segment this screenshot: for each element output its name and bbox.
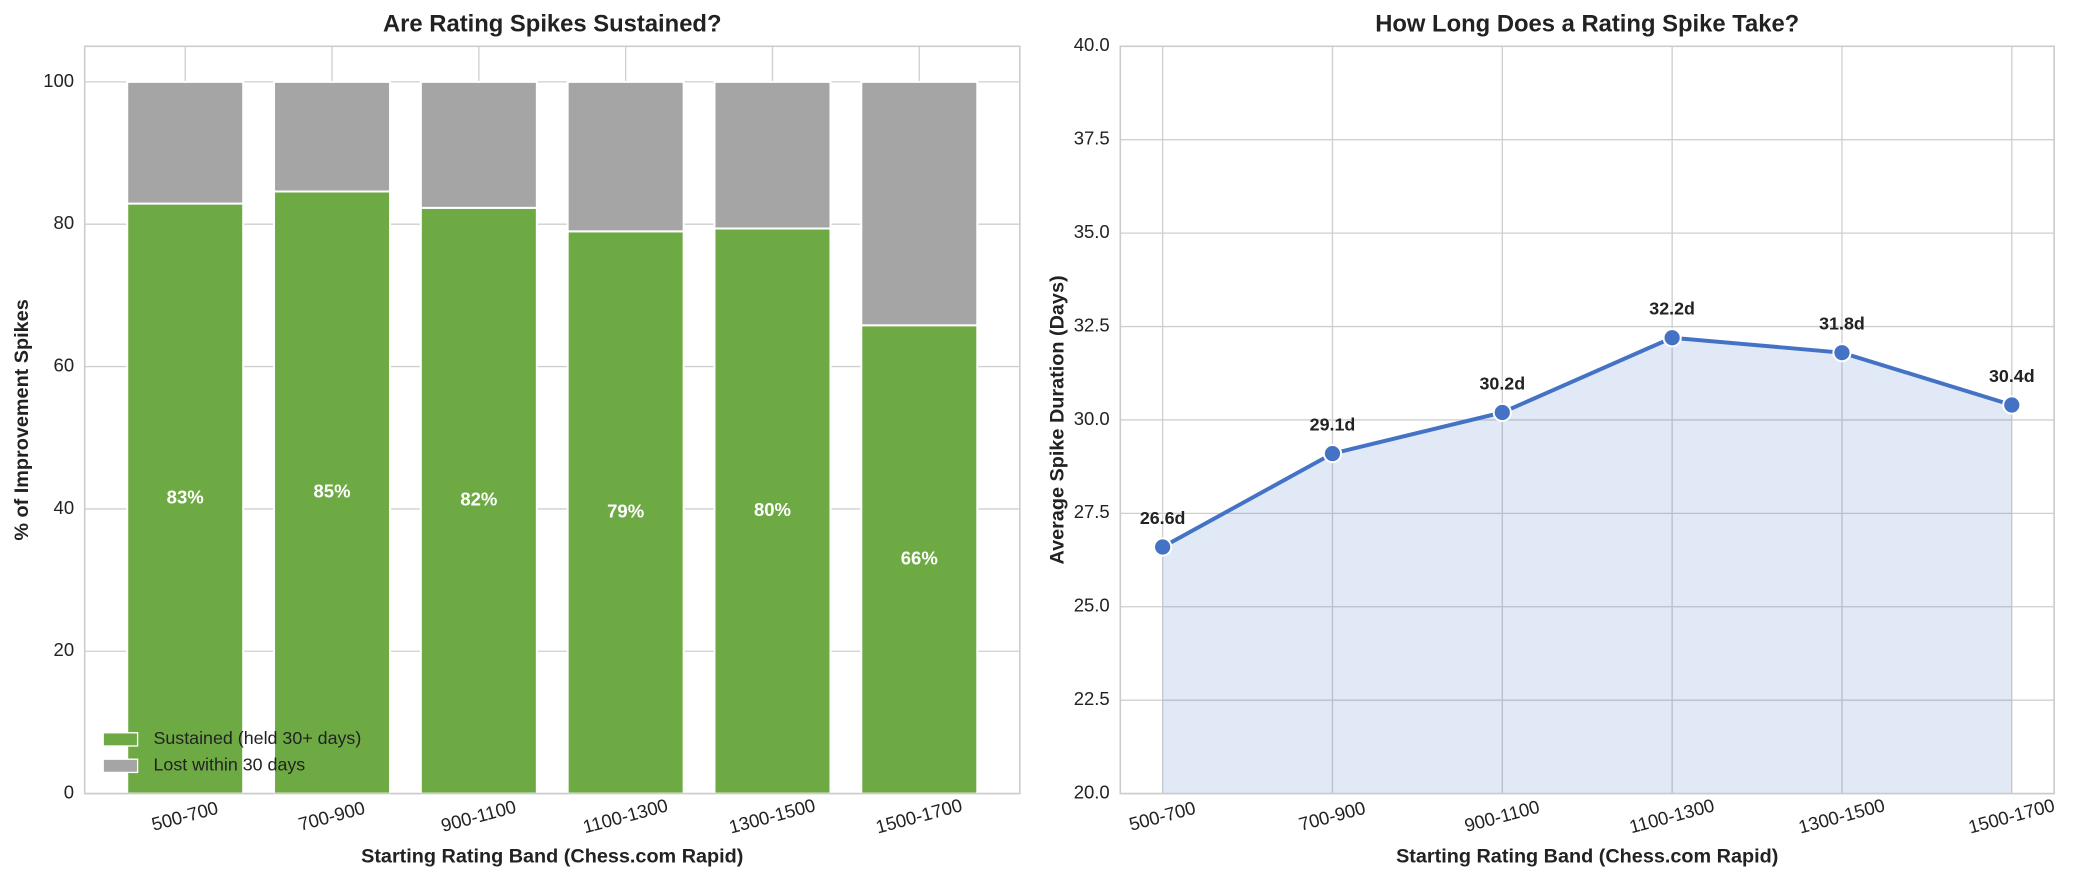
point — [1322, 443, 1343, 464]
point — [1832, 343, 1852, 363]
x-axis-label: Starting Rating Band (Chess.com Rapid) — [1396, 845, 1778, 867]
x-tick-label: 1300-1500 — [727, 794, 818, 837]
x-tick-label: 1500-1700 — [1966, 794, 2057, 837]
x-tick-label: 1300-1500 — [1796, 794, 1887, 837]
point — [1492, 402, 1512, 423]
y-tick-label: 20 — [54, 639, 75, 660]
point — [2002, 395, 2022, 415]
x-tick-label: 1100-1300 — [580, 794, 670, 837]
y-tick-label: 60 — [54, 354, 75, 375]
y-tick-label: 32.5 — [1074, 314, 1110, 335]
y-tick-label: 22.5 — [1074, 688, 1110, 709]
plot-frame — [83, 45, 1021, 795]
y-tick-label: 20.0 — [1074, 781, 1110, 802]
bar-segment — [566, 80, 685, 233]
bar-label: 83% — [167, 486, 204, 507]
y-axis-label: Average Spike Duration (Days) — [1046, 275, 1068, 564]
marks — [1153, 328, 2022, 794]
x-axis-label: Starting Rating Band (Chess.com Rapid) — [361, 845, 743, 867]
x-tick-label: 700-900 — [296, 797, 367, 835]
x-tick-label: 1100-1300 — [1627, 794, 1717, 837]
bar-segment — [273, 80, 392, 193]
bar-segment — [566, 230, 685, 795]
y-tick-label: 35.0 — [1074, 221, 1110, 242]
marks — [126, 80, 979, 795]
y-axis-label: % of Improvement Spikes — [11, 299, 33, 540]
plot-frame — [1119, 45, 2055, 795]
bar-label: 66% — [901, 547, 938, 568]
y-tick-label: 0 — [64, 781, 74, 802]
point-label: 30.2d — [1479, 373, 1525, 393]
y-tick-label: 40.0 — [1074, 34, 1110, 55]
y-tick-label: 80 — [54, 212, 75, 233]
point-label: 29.1d — [1310, 415, 1356, 435]
bar-segment — [126, 80, 245, 205]
y-tick-label: 37.5 — [1074, 128, 1110, 149]
x-tick-label: 700-900 — [1297, 797, 1368, 835]
point-label: 30.4d — [1989, 366, 2035, 386]
bar-segment — [126, 202, 245, 795]
point — [1662, 328, 1682, 348]
bar-segment — [419, 80, 538, 209]
area — [1162, 337, 2012, 794]
y-tick-label: 30.0 — [1074, 408, 1110, 429]
chart-title: Are Rating Spikes Sustained? — [383, 10, 722, 37]
legend-swatch — [102, 758, 139, 774]
x-tick-label: 500-700 — [149, 797, 220, 835]
y-tick-label: 25.0 — [1074, 595, 1110, 616]
line — [1161, 335, 2013, 549]
x-tick-label: 500-700 — [1127, 797, 1198, 835]
point-label: 26.6d — [1140, 508, 1186, 528]
point-label: 31.8d — [1819, 314, 1865, 334]
bar-segment — [860, 324, 979, 795]
legend-label: Sustained (held 30+ days) — [153, 728, 361, 748]
y-tick-label: 27.5 — [1074, 501, 1110, 522]
bar-segment — [860, 80, 979, 327]
y-tick-label: 100 — [43, 70, 74, 91]
point — [1153, 537, 1173, 557]
bar-segment — [273, 190, 392, 795]
x-tick-label: 1500-1700 — [873, 794, 964, 837]
bar-segment — [713, 80, 832, 230]
bar-segment — [419, 206, 538, 795]
legend-swatch — [102, 732, 139, 747]
bar-label: 82% — [460, 489, 497, 510]
y-tick-label: 40 — [54, 497, 75, 518]
x-tick-label: 900-1100 — [1462, 796, 1542, 836]
bar-label: 80% — [754, 499, 791, 520]
x-tick-label: 900-1100 — [439, 796, 519, 836]
bar-label: 85% — [314, 480, 351, 501]
chart-title: How Long Does a Rating Spike Take? — [1375, 10, 1799, 37]
bar-label: 79% — [607, 500, 644, 521]
legend-label: Lost within 30 days — [153, 755, 305, 775]
point-label: 32.2d — [1649, 299, 1695, 319]
